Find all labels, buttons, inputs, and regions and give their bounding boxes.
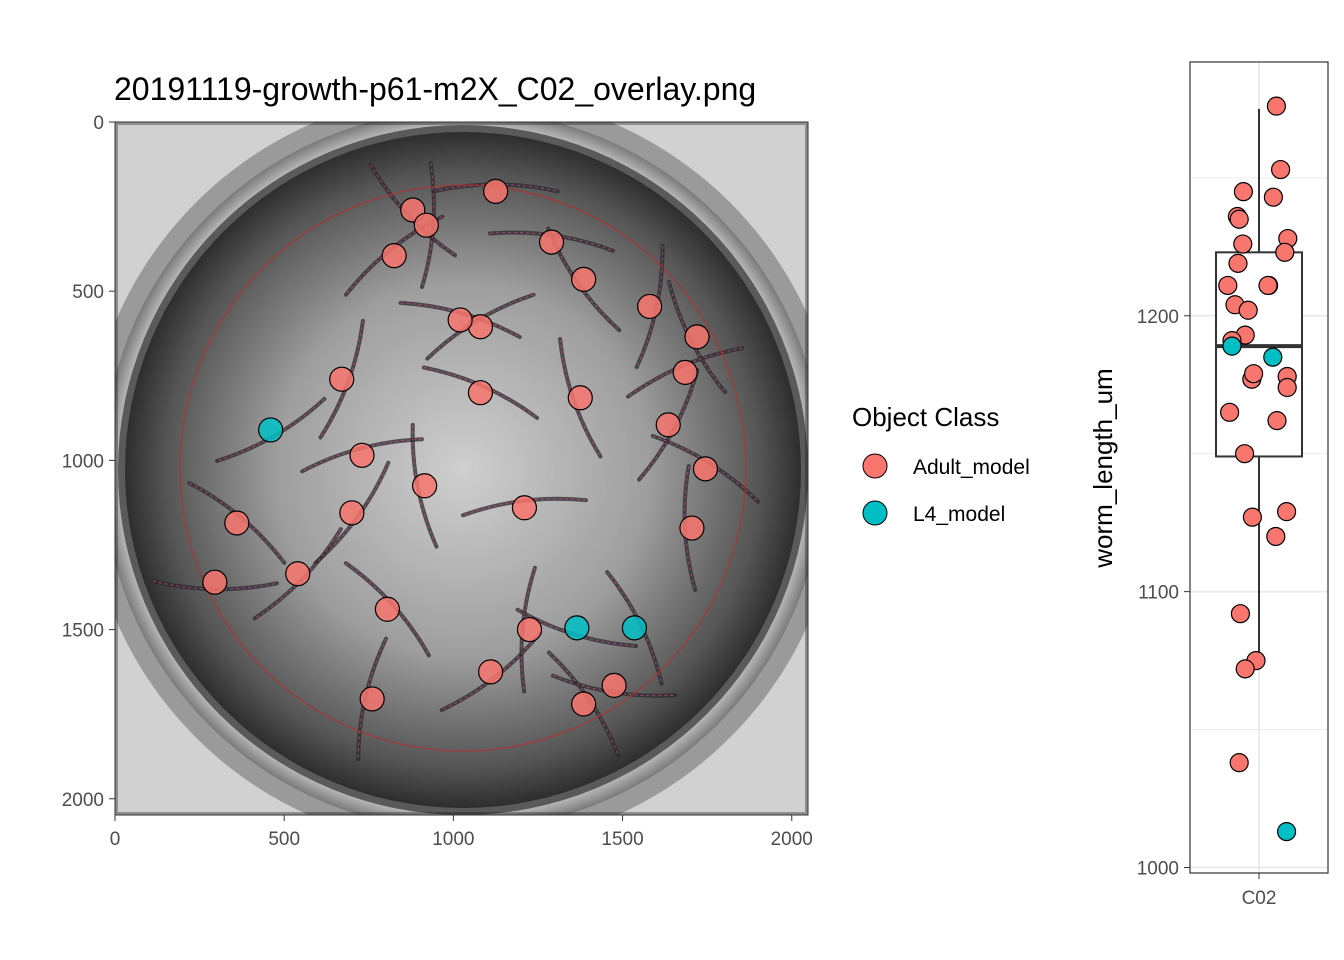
point-adult [679, 515, 705, 541]
y-tick-label: 1100 [1138, 583, 1179, 604]
plot-panel-border [114, 121, 809, 816]
jitter-point-l4 [1263, 347, 1283, 367]
jitter-point-l4 [1276, 822, 1297, 842]
point-l4 [258, 417, 284, 443]
point-adult [447, 307, 473, 333]
point-adult [467, 380, 494, 406]
x-tick-label: 1000 [432, 829, 474, 850]
jitter-point-adult [1276, 502, 1297, 522]
point-adult [567, 385, 593, 411]
jitter-point-adult [1229, 209, 1249, 229]
legend-title: Object Class [852, 402, 999, 432]
jitter-point-adult [1235, 659, 1255, 679]
point-l4 [564, 615, 590, 641]
legend-key-adult [862, 453, 888, 479]
legend-label-adult: Adult_model [913, 456, 1030, 479]
x-tick-label: 500 [268, 829, 300, 850]
point-adult [224, 510, 250, 536]
point-adult [516, 616, 543, 643]
jitter-point-adult [1229, 753, 1249, 773]
jitter-point-adult [1277, 377, 1297, 398]
x-tick-label: C02 [1242, 888, 1277, 909]
jitter-point-adult [1242, 507, 1263, 527]
y-tick-label: 1000 [1137, 858, 1179, 879]
dish-boundary-circle [179, 184, 747, 752]
point-l4 [621, 615, 648, 641]
y-tick-label: 500 [72, 282, 104, 303]
jitter-point-adult [1233, 234, 1253, 254]
point-adult [684, 324, 710, 350]
point-adult [692, 456, 719, 482]
point-adult [571, 266, 597, 292]
jitter-point-adult [1263, 187, 1284, 207]
point-adult [381, 243, 407, 269]
jitter-point-adult [1266, 96, 1287, 116]
point-adult [672, 359, 698, 386]
point-adult [285, 561, 311, 587]
jitter-point-adult [1275, 242, 1295, 262]
jitter-point-adult [1270, 159, 1291, 180]
point-adult [359, 686, 385, 712]
point-adult [538, 229, 565, 255]
y-tick-label: 1000 [62, 451, 104, 472]
point-adult [412, 473, 438, 499]
boxplot-y-axis: 1000 1100 1200 [1137, 307, 1190, 879]
y-axis: 0 500 1000 1500 2000 [62, 113, 115, 811]
x-tick-label: 2000 [771, 829, 813, 850]
point-adult [571, 691, 597, 717]
dish-image [115, 122, 808, 815]
jitter-point-adult [1238, 300, 1258, 320]
boxplot-jitter-points [1218, 96, 1298, 842]
point-adult [202, 569, 228, 595]
point-adult [637, 293, 663, 320]
jitter-point-adult [1266, 526, 1286, 547]
point-adult [413, 212, 439, 238]
point-adult [601, 672, 627, 699]
y-tick-label: 0 [93, 113, 104, 134]
jitter-point-adult [1267, 411, 1287, 431]
y-tick-label: 1500 [62, 621, 104, 642]
x-axis: 0 500 1000 1500 2000 [110, 815, 813, 850]
legend-label-l4: L4_model [913, 503, 1005, 526]
jitter-point-adult [1219, 402, 1240, 422]
jitter-point-adult [1258, 275, 1278, 296]
legend-key-l4 [862, 500, 888, 526]
point-adult [511, 495, 538, 521]
jitter-point-adult [1230, 604, 1251, 624]
jitter-point-adult [1233, 182, 1254, 202]
boxplot-x-axis: C02 [1242, 873, 1277, 909]
point-adult [339, 500, 365, 526]
point-adult [478, 659, 504, 685]
legend: Object Class Adult_model L4_model [852, 402, 1030, 526]
point-adult [374, 596, 400, 622]
y-tick-label: 1200 [1137, 307, 1179, 328]
point-adult [349, 442, 375, 468]
x-tick-label: 0 [110, 829, 121, 850]
jitter-point-adult [1228, 253, 1248, 273]
x-tick-label: 1500 [601, 829, 643, 850]
point-adult [329, 366, 355, 392]
jitter-point-adult [1243, 364, 1264, 384]
jitter-point-adult [1218, 275, 1238, 296]
detection-points [202, 178, 719, 717]
jitter-point-l4 [1222, 336, 1242, 356]
point-adult [483, 178, 509, 204]
jitter-point-adult [1234, 444, 1255, 464]
boxplot-y-axis-label: worm_length_um [1088, 368, 1118, 568]
y-tick-label: 2000 [62, 790, 104, 811]
point-adult [655, 412, 681, 438]
plot-title: 20191119-growth-p61-m2X_C02_overlay.png [114, 71, 756, 107]
